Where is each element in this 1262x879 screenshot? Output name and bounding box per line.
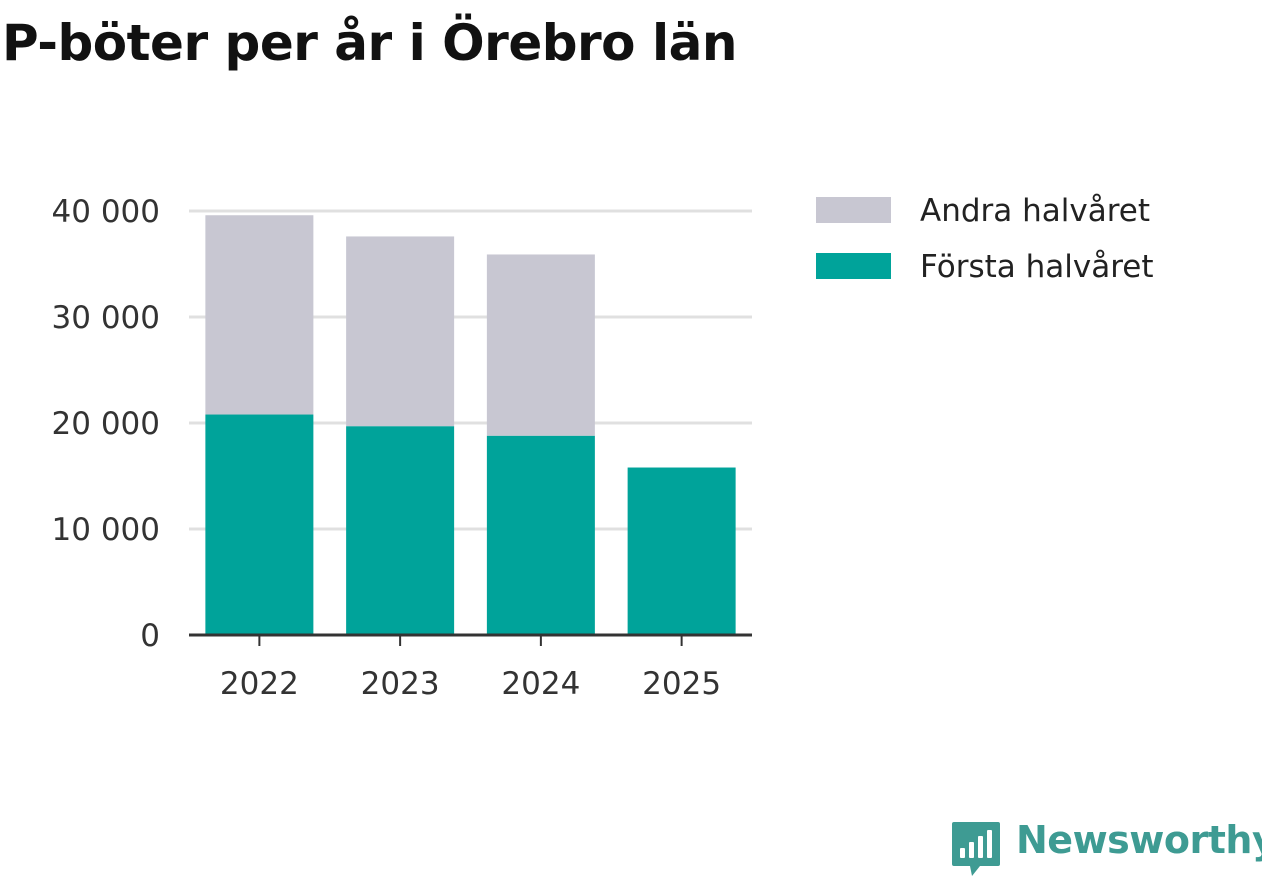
x-tick-label: 2024 [501,666,580,702]
bars [205,215,736,635]
legend-label: Första halvåret [920,249,1153,285]
axes: 0 10 000 20 000 30 000 40 000 2022 2023 2024 202… [52,194,752,702]
y-tick-label: 0 [140,618,160,654]
x-tick-label: 2023 [361,666,440,702]
y-tick-label: 40 000 [52,194,160,230]
bar-2024-andra-halvaret [486,254,595,436]
legend: Andra halvåret Första halvåret [816,193,1153,285]
bar-2023-andra-halvaret [346,236,455,427]
legend-swatch [816,253,891,279]
x-tick-label: 2025 [642,666,721,702]
bar-2023-forsta-halvaret [346,426,455,635]
y-tick-label: 30 000 [52,300,160,336]
x-tick-label: 2022 [220,666,299,702]
y-tick-label: 10 000 [52,512,160,548]
bar-2025-forsta-halvaret [627,467,736,635]
chart-title: P-böter per år i Örebro län [2,14,737,72]
newsworthy-logo-icon [952,822,1000,876]
y-tick-label: 20 000 [52,406,160,442]
newsworthy-logo: Newsworthy [950,818,1262,878]
bar-2024-forsta-halvaret [486,435,595,635]
bar-2022-forsta-halvaret [205,414,314,635]
legend-swatch [816,197,891,223]
bar-2022-andra-halvaret [205,215,314,415]
legend-label: Andra halvåret [920,193,1150,229]
brand-name: Newsworthy [1016,818,1262,862]
